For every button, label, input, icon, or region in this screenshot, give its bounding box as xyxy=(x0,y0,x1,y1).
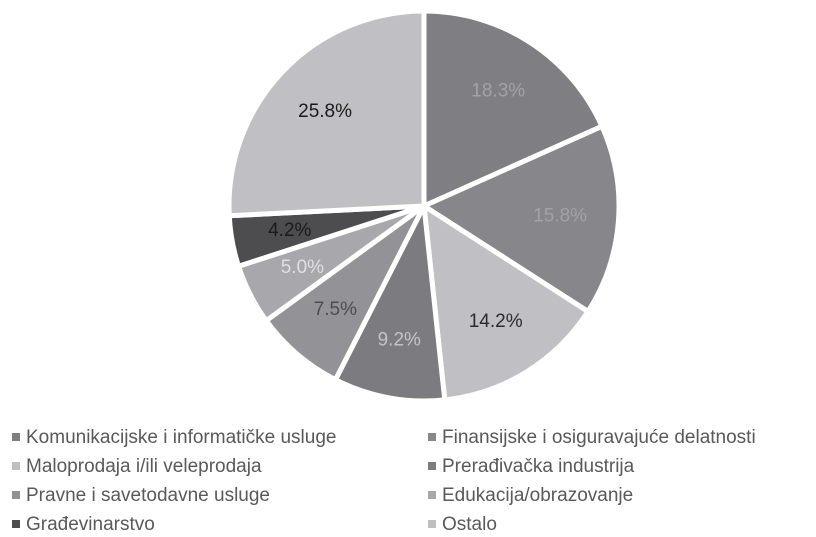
data-label: 5.0% xyxy=(281,257,324,278)
legend-marker xyxy=(428,462,436,470)
legend-label: Pravne i savetodavne usluge xyxy=(26,485,270,506)
legend-marker xyxy=(12,433,20,441)
legend-marker xyxy=(428,433,436,441)
legend-label: Edukacija/obrazovanje xyxy=(442,485,633,506)
pie-slice xyxy=(421,123,622,315)
legend-label: Građevinarstvo xyxy=(26,514,155,535)
legend-label: Finansijske i osiguravajuće delatnosti xyxy=(442,427,756,448)
data-label: 14.2% xyxy=(469,311,523,332)
pie-slice xyxy=(332,203,448,404)
data-label: 15.8% xyxy=(533,205,587,226)
data-label: 18.3% xyxy=(471,80,525,101)
pie-slice xyxy=(226,8,427,219)
data-label: 7.5% xyxy=(314,299,357,320)
legend-marker xyxy=(428,491,436,499)
legend-marker xyxy=(12,520,20,528)
data-label: 9.2% xyxy=(378,329,421,350)
data-label: 25.8% xyxy=(298,101,352,122)
legend-marker xyxy=(12,462,20,470)
legend-label: Komunikacijske i informatičke usluge xyxy=(26,427,336,448)
legend-label: Prerađivačka industrija xyxy=(442,456,635,477)
data-label: 4.2% xyxy=(268,220,311,241)
legend-marker xyxy=(428,520,436,528)
legend-marker xyxy=(12,491,20,499)
legend-label: Ostalo xyxy=(442,514,497,535)
pie-slice xyxy=(421,203,591,403)
legend-label: Maloprodaja i/ili veleprodaja xyxy=(26,456,262,477)
pie-slice xyxy=(421,8,605,209)
